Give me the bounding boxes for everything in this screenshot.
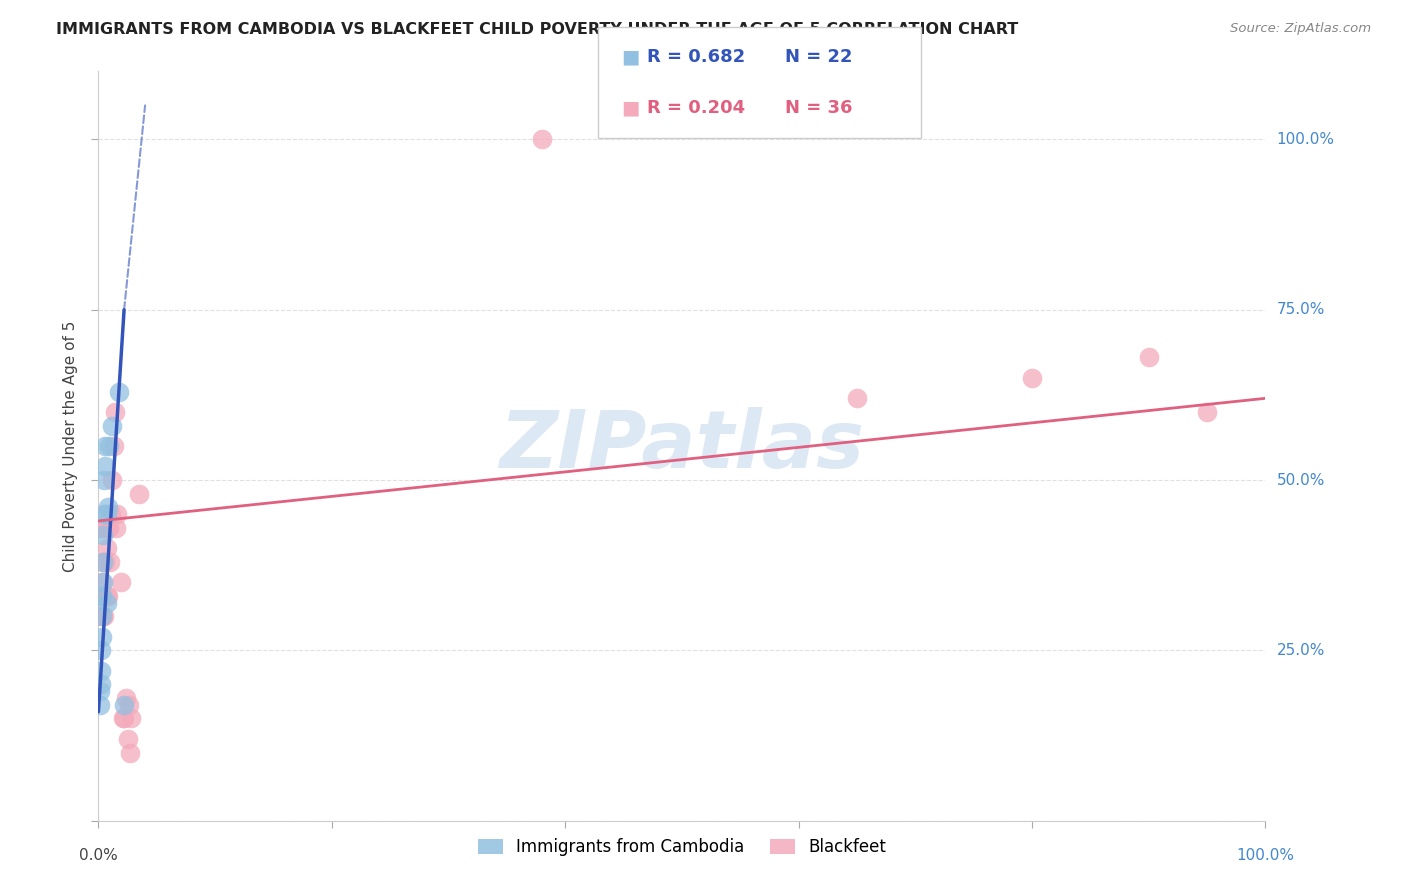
Text: 25.0%: 25.0% bbox=[1277, 643, 1324, 657]
Point bbox=[101, 473, 124, 487]
Point bbox=[93, 521, 115, 535]
Text: ■: ■ bbox=[621, 47, 640, 66]
Text: Source: ZipAtlas.com: Source: ZipAtlas.com bbox=[1230, 22, 1371, 36]
Point bbox=[91, 555, 114, 569]
Point bbox=[94, 459, 117, 474]
Point bbox=[91, 575, 114, 590]
Point bbox=[89, 698, 111, 712]
Point bbox=[91, 555, 114, 569]
Point bbox=[100, 507, 122, 521]
Point bbox=[97, 521, 120, 535]
Text: IMMIGRANTS FROM CAMBODIA VS BLACKFEET CHILD POVERTY UNDER THE AGE OF 5 CORRELATI: IMMIGRANTS FROM CAMBODIA VS BLACKFEET CH… bbox=[56, 22, 1018, 37]
Point bbox=[94, 439, 117, 453]
Point bbox=[94, 555, 117, 569]
Point bbox=[112, 698, 135, 712]
Point bbox=[110, 575, 132, 590]
Point bbox=[97, 589, 120, 603]
Point bbox=[89, 609, 111, 624]
Point bbox=[112, 711, 135, 725]
Point bbox=[530, 132, 553, 146]
Point bbox=[90, 643, 112, 657]
Point bbox=[96, 507, 118, 521]
Point bbox=[96, 541, 118, 556]
Point bbox=[93, 473, 115, 487]
Point bbox=[128, 486, 150, 500]
Point bbox=[846, 392, 869, 406]
Point bbox=[120, 711, 142, 725]
Point bbox=[104, 521, 127, 535]
Point bbox=[96, 589, 118, 603]
Text: N = 36: N = 36 bbox=[785, 99, 852, 117]
Point bbox=[90, 609, 112, 624]
Text: R = 0.204: R = 0.204 bbox=[647, 99, 745, 117]
Point bbox=[118, 746, 141, 760]
Point bbox=[115, 691, 138, 706]
Point bbox=[1021, 371, 1043, 385]
Point bbox=[89, 684, 111, 698]
Point bbox=[111, 711, 134, 725]
Point bbox=[105, 507, 128, 521]
Point bbox=[108, 384, 131, 399]
Text: ■: ■ bbox=[621, 99, 640, 118]
Point bbox=[96, 596, 118, 610]
Point bbox=[101, 418, 124, 433]
Point bbox=[91, 527, 114, 541]
Text: R = 0.682: R = 0.682 bbox=[647, 48, 745, 66]
Point bbox=[97, 439, 120, 453]
Point bbox=[90, 589, 112, 603]
Point bbox=[93, 609, 115, 624]
Text: 100.0%: 100.0% bbox=[1236, 848, 1295, 863]
Point bbox=[97, 500, 120, 515]
Y-axis label: Child Poverty Under the Age of 5: Child Poverty Under the Age of 5 bbox=[63, 320, 79, 572]
Point bbox=[1137, 351, 1160, 365]
Text: N = 22: N = 22 bbox=[785, 48, 852, 66]
Point bbox=[90, 521, 112, 535]
Point bbox=[103, 439, 125, 453]
Text: 100.0%: 100.0% bbox=[1277, 132, 1334, 147]
Point bbox=[90, 630, 112, 644]
Point bbox=[90, 521, 112, 535]
Point bbox=[93, 507, 115, 521]
Point bbox=[97, 521, 120, 535]
Text: ZIPatlas: ZIPatlas bbox=[499, 407, 865, 485]
Point bbox=[118, 698, 141, 712]
Point bbox=[90, 575, 112, 590]
Point bbox=[90, 664, 112, 678]
Legend: Immigrants from Cambodia, Blackfeet: Immigrants from Cambodia, Blackfeet bbox=[470, 830, 894, 864]
Point bbox=[91, 609, 114, 624]
Point bbox=[90, 589, 112, 603]
Text: 50.0%: 50.0% bbox=[1277, 473, 1324, 488]
Point bbox=[104, 405, 127, 419]
Point bbox=[90, 677, 112, 691]
Text: 75.0%: 75.0% bbox=[1277, 302, 1324, 318]
Point bbox=[117, 731, 139, 746]
Point bbox=[98, 555, 121, 569]
Point bbox=[1195, 405, 1218, 419]
Text: 0.0%: 0.0% bbox=[79, 848, 118, 863]
